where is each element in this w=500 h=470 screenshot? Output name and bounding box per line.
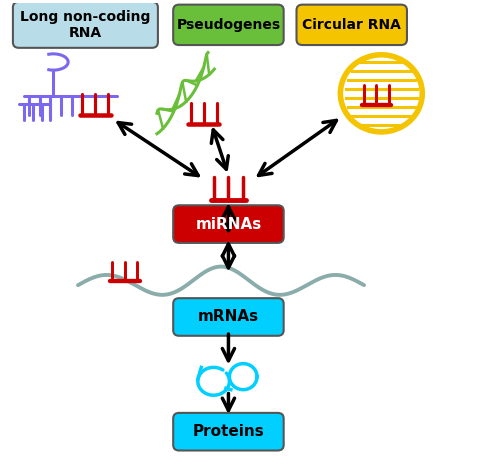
FancyBboxPatch shape [173,298,284,336]
FancyBboxPatch shape [173,205,284,243]
Text: Long non-coding
RNA: Long non-coding RNA [20,10,150,40]
FancyBboxPatch shape [173,413,284,451]
FancyBboxPatch shape [173,5,284,45]
Text: mRNAs: mRNAs [198,309,259,324]
Text: Circular RNA: Circular RNA [302,18,401,32]
FancyBboxPatch shape [296,5,407,45]
Text: Proteins: Proteins [192,424,264,439]
Text: Pseudogenes: Pseudogenes [176,18,281,32]
Text: miRNAs: miRNAs [196,217,262,232]
FancyBboxPatch shape [13,2,158,48]
